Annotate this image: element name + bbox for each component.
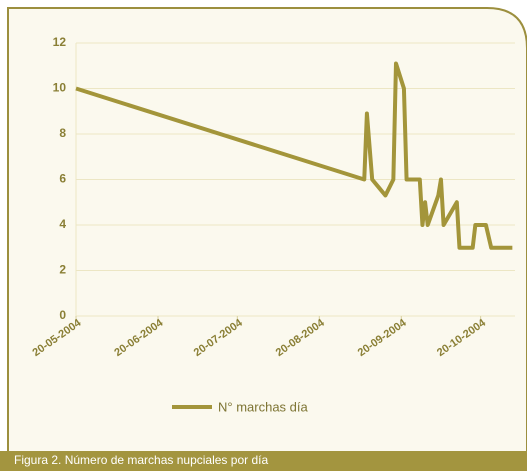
caption: Figura 2. Número de marchas nupciales po… — [14, 453, 268, 467]
y-tick-label: 10 — [53, 81, 67, 95]
y-tick-label: 8 — [59, 126, 66, 140]
y-tick-label: 2 — [59, 263, 66, 277]
y-tick-label: 12 — [53, 35, 67, 49]
data-line — [75, 61, 513, 250]
y-tick-label: 4 — [59, 217, 66, 231]
caption-bar — [0, 451, 527, 471]
panel — [7, 7, 527, 472]
y-tick-label: 6 — [59, 172, 66, 186]
legend-label: N° marchas día — [218, 399, 309, 414]
y-tick-label: 0 — [59, 308, 66, 322]
